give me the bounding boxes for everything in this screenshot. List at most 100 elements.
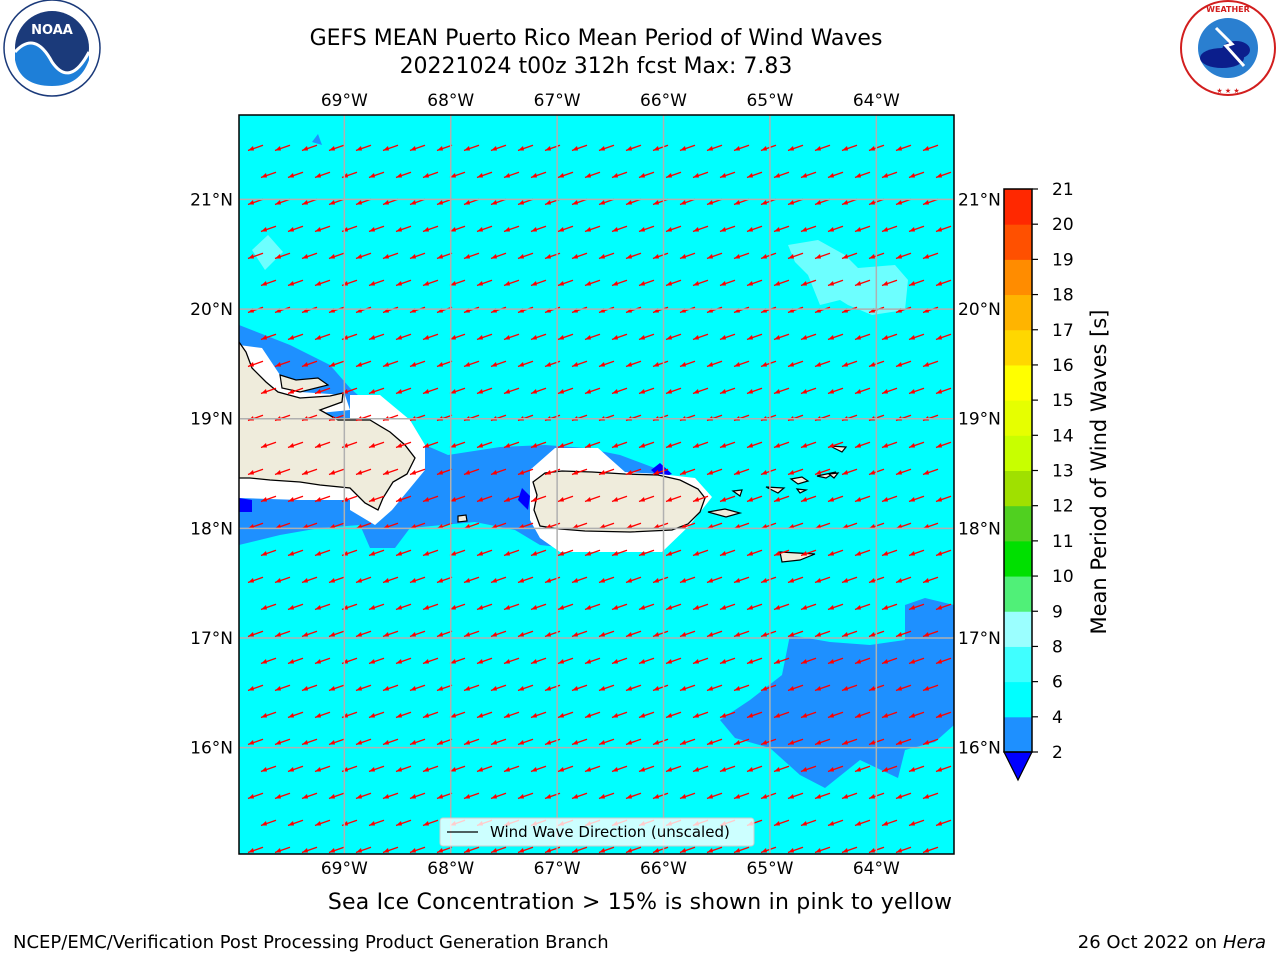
wave-arrow-head	[545, 146, 551, 151]
wave-arrow-head	[815, 254, 821, 259]
wave-arrow-head	[774, 713, 780, 718]
wave-arrow-head	[680, 848, 686, 853]
colorbar-tick-label: 18	[1052, 286, 1074, 306]
wave-arrow-head	[869, 200, 875, 205]
colorbar-swatch	[1004, 259, 1032, 296]
wave-arrow-head	[734, 794, 740, 799]
wave-arrow-head	[680, 146, 686, 151]
wave-arrow-head	[774, 281, 780, 286]
wave-arrow-head	[909, 389, 915, 394]
wave-arrow-head	[261, 389, 267, 394]
wave-arrow-head	[531, 443, 537, 448]
wave-arrow-head	[707, 794, 713, 799]
wave-arrow-head	[545, 200, 551, 205]
wave-arrow-head	[288, 767, 294, 772]
colorbar-tick-label: 11	[1052, 532, 1074, 552]
wave-arrow-head	[491, 524, 497, 529]
wave-arrow-head	[788, 146, 794, 151]
colorbar-swatch	[1004, 189, 1032, 225]
wave-arrow-head	[626, 632, 632, 637]
wave-arrow-head	[558, 335, 564, 340]
wave-arrow-head	[558, 281, 564, 286]
wave-arrow-head	[828, 713, 834, 718]
colorbar-tick-label: 14	[1052, 426, 1074, 446]
wave-arrow-head	[558, 227, 564, 232]
wave-arrow-head	[410, 848, 416, 853]
wave-arrow-head	[261, 173, 267, 178]
wave-arrow-head	[329, 470, 335, 475]
lat-tick-label: 20°N	[190, 300, 233, 320]
sea-ice-caption: Sea Ice Concentration > 15% is shown in …	[327, 890, 953, 915]
wave-arrow-head	[369, 551, 375, 556]
wave-arrow-head	[437, 848, 443, 853]
wave-arrow-head	[653, 740, 659, 745]
wave-arrow-head	[275, 524, 281, 529]
noaa-logo-text: NOAA	[31, 23, 73, 38]
wave-arrow-head	[369, 443, 375, 448]
lat-tick-label: 17°N	[958, 629, 1001, 649]
wave-arrow-head	[828, 281, 834, 286]
wave-arrow-head	[923, 200, 929, 205]
wave-arrow-head	[599, 362, 605, 367]
wave-arrow-head	[572, 794, 578, 799]
wave-arrow-head	[356, 632, 362, 637]
lat-tick-label: 21°N	[190, 190, 233, 210]
colorbar-swatch	[1004, 540, 1032, 577]
wave-arrow-head	[923, 794, 929, 799]
wave-arrow-head	[774, 173, 780, 178]
lon-labels-top: 69°W 68°W 67°W 66°W 65°W 64°W	[321, 91, 900, 111]
wave-arrow-head	[666, 659, 672, 664]
wave-arrow-head	[909, 443, 915, 448]
wave-arrow-head	[747, 497, 753, 502]
wave-arrow-head	[491, 794, 497, 799]
wave-arrow-head	[666, 389, 672, 394]
wave-arrow-head	[761, 470, 767, 475]
wave-arrow-head	[707, 146, 713, 151]
wave-arrow-head	[720, 551, 726, 556]
wave-arrow-head	[680, 200, 686, 205]
wave-arrow-head	[693, 281, 699, 286]
wave-arrow-head	[369, 173, 375, 178]
wave-arrow-head	[288, 335, 294, 340]
wave-arrow-head	[612, 389, 618, 394]
wave-arrow-head	[680, 524, 686, 529]
wave-arrow-head	[720, 173, 726, 178]
wave-arrow-head	[626, 578, 632, 583]
wave-arrow-head	[761, 794, 767, 799]
wave-arrow-head	[315, 551, 321, 556]
wave-arrow-head	[639, 713, 645, 718]
wave-arrow-head	[437, 200, 443, 205]
wave-arrow-head	[747, 713, 753, 718]
wave-arrow-head	[315, 821, 321, 826]
wave-arrow-head	[599, 632, 605, 637]
wave-arrow-head	[261, 227, 267, 232]
wave-arrow-head	[666, 605, 672, 610]
wave-arrow-head	[315, 605, 321, 610]
wave-arrow-head	[788, 740, 794, 745]
wave-arrow-head	[936, 821, 942, 826]
wave-arrow-head	[383, 686, 389, 691]
lat-tick-label: 16°N	[958, 739, 1001, 759]
wave-arrow-head	[369, 659, 375, 664]
wave-arrow-head	[815, 686, 821, 691]
wave-arrow-head	[288, 659, 294, 664]
wave-arrow-head	[477, 281, 483, 286]
wave-arrow-head	[450, 389, 456, 394]
wave-arrow-head	[437, 740, 443, 745]
wave-arrow-head	[545, 632, 551, 637]
colorbar-swatch	[1004, 435, 1032, 471]
wave-arrow-head	[626, 362, 632, 367]
wave-arrow-head	[275, 200, 281, 205]
wave-arrow-head	[815, 794, 821, 799]
wave-arrow-head	[842, 740, 848, 745]
lat-labels-right: 21°N 20°N 19°N 18°N 17°N 16°N	[958, 190, 1001, 758]
wave-arrow-head	[923, 254, 929, 259]
footer-date-text: 26 Oct 2022 on	[1077, 932, 1218, 953]
wave-arrow-head	[369, 767, 375, 772]
wave-arrow-head	[504, 767, 510, 772]
wave-arrow-head	[747, 605, 753, 610]
wave-arrow-head	[936, 281, 942, 286]
wave-arrow-head	[423, 605, 429, 610]
wave-arrow-head	[464, 632, 470, 637]
wave-arrow-head	[545, 686, 551, 691]
